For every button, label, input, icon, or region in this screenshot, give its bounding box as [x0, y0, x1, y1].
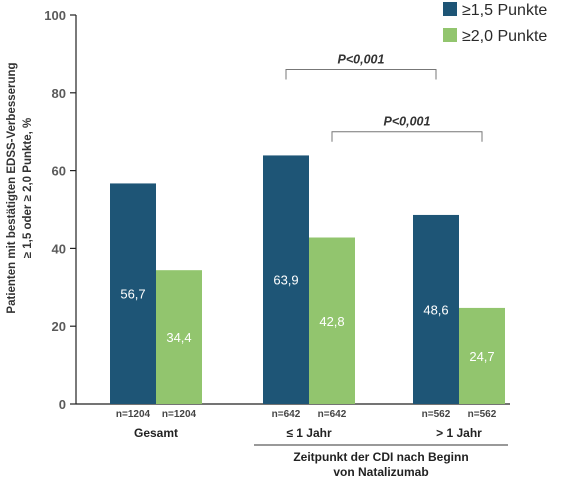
bar-n-label: n=1204 — [162, 409, 197, 420]
bar — [459, 307, 505, 404]
bar-value-label: 48,6 — [423, 302, 448, 317]
bar-n-label: n=642 — [272, 409, 301, 420]
significance-label: P<0,001 — [384, 115, 431, 129]
legend-label: ≥1,5 Punkte — [462, 2, 547, 19]
bars: 56,7 63,9 48,6 34,4 42,8 24,7 — [110, 155, 505, 404]
bar — [156, 270, 202, 404]
bar-value-label: 24,7 — [469, 349, 494, 364]
significance-bracket — [331, 131, 483, 142]
y-tick-label: 100 — [44, 8, 66, 23]
category-label: > 1 Jahr — [436, 426, 482, 440]
bar-n-label: n=642 — [318, 409, 347, 420]
bar-value-label: 34,4 — [166, 330, 191, 345]
y-axis-label: Patienten mit bestätigten EDSS-Verbesser… — [6, 62, 34, 313]
y-tick-label: 80 — [52, 86, 66, 101]
bar-value-label: 56,7 — [120, 287, 145, 302]
bar — [263, 155, 309, 404]
y-tick-label: 20 — [52, 319, 66, 334]
legend-label: ≥2,0 Punkte — [462, 28, 547, 45]
bar-n-label: n=562 — [422, 409, 451, 420]
legend: ≥1,5 Punkte ≥2,0 Punkte — [443, 2, 547, 45]
legend-swatch — [443, 28, 457, 42]
y-tick-label: 0 — [59, 397, 66, 412]
bar — [309, 237, 355, 404]
significance-annotations: P<0,001 P<0,001 — [285, 52, 483, 142]
x-group-title-line1: Zeitpunkt der CDI nach Beginn — [293, 450, 468, 464]
x-group-title-line2: von Natalizumab — [333, 465, 428, 477]
category-label: Gesamt — [134, 426, 178, 440]
bar — [110, 183, 156, 404]
y-tick-label: 40 — [52, 241, 66, 256]
category-label: ≤ 1 Jahr — [286, 426, 332, 440]
bar-n-label: n=1204 — [116, 409, 151, 420]
y-axis-label-line2: ≥ 1,5 oder ≥ 2,0 Punkte, % — [22, 118, 34, 258]
legend-swatch — [443, 2, 457, 16]
significance-bracket — [285, 68, 437, 80]
y-axis-label-line1: Patienten mit bestätigten EDSS-Verbesser… — [6, 62, 18, 313]
bar-value-label: 42,8 — [319, 314, 344, 329]
y-axis-ticks: 0 20 40 60 80 100 — [44, 8, 76, 412]
x-axis-labels: n=1204 n=642 n=562 n=1204 n=642 n=562 Gesamt ≤ … — [116, 409, 497, 440]
bar — [413, 214, 459, 404]
bar-value-label: 63,9 — [273, 273, 298, 288]
y-tick-label: 60 — [52, 164, 66, 179]
significance-label: P<0,001 — [338, 52, 385, 66]
bar-n-label: n=562 — [468, 409, 497, 420]
